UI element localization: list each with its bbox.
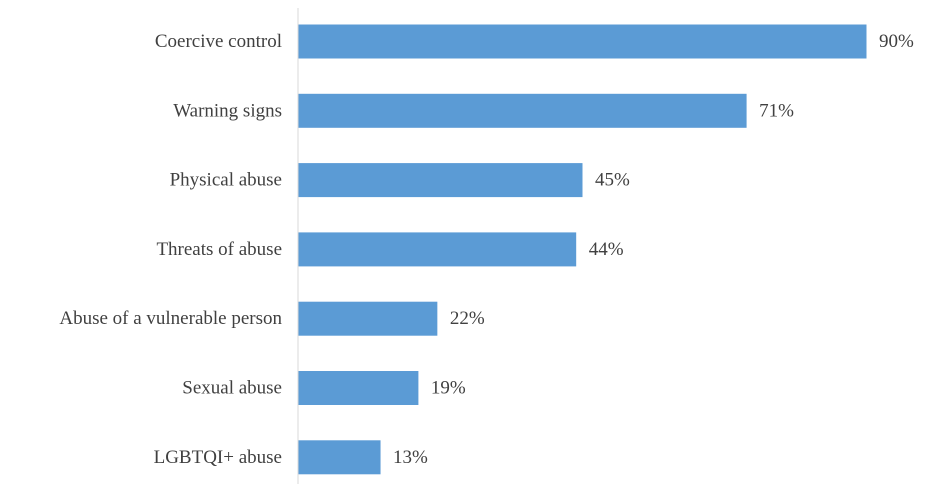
category-label: Physical abuse bbox=[170, 170, 282, 191]
data-label: 90% bbox=[879, 31, 914, 52]
bar bbox=[298, 301, 438, 336]
category-label: LGBTQI+ abuse bbox=[154, 447, 282, 468]
data-label: 19% bbox=[431, 378, 466, 399]
bar bbox=[298, 371, 419, 405]
bar bbox=[298, 440, 381, 475]
category-label: Sexual abuse bbox=[182, 378, 282, 399]
bar bbox=[298, 163, 583, 198]
data-label: 13% bbox=[393, 447, 428, 468]
category-labels: Coercive control Warning signs Physical ab… bbox=[59, 31, 282, 468]
data-label: 44% bbox=[589, 239, 624, 260]
bar bbox=[298, 232, 577, 267]
bar bbox=[298, 93, 747, 128]
category-label: Warning signs bbox=[173, 100, 282, 121]
bar bbox=[298, 24, 867, 59]
category-label: Abuse of a vulnerable person bbox=[59, 308, 282, 329]
data-label: 71% bbox=[759, 100, 794, 121]
category-label: Threats of abuse bbox=[156, 239, 282, 260]
bar-series bbox=[298, 24, 867, 475]
category-label: Coercive control bbox=[155, 31, 282, 52]
data-label: 22% bbox=[450, 308, 485, 329]
data-label: 45% bbox=[595, 170, 630, 191]
data-labels: 90% 71% 45% 44% 22% 19% 13% bbox=[393, 31, 914, 468]
